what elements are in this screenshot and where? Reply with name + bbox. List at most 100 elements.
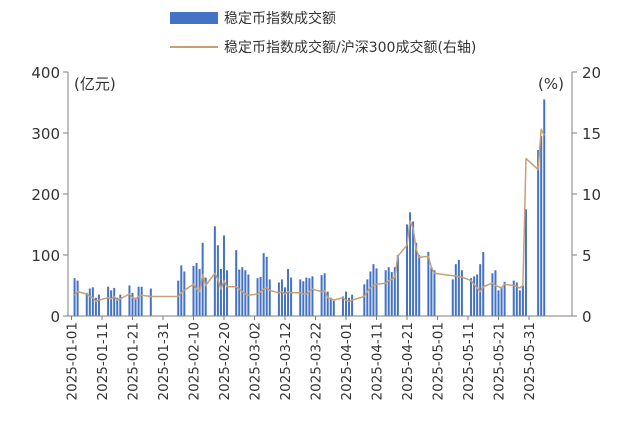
legend: 稳定币指数成交额 稳定币指数成交额/沪深300成交额(右轴) <box>170 10 476 56</box>
bar <box>213 226 216 316</box>
bar <box>503 281 506 316</box>
bar <box>415 242 418 316</box>
bar <box>268 279 271 316</box>
bar <box>482 251 485 316</box>
bar <box>521 285 524 316</box>
x-tick-label: 2025-04-01 <box>339 322 355 400</box>
x-tick-label: 2025-04-21 <box>400 322 416 400</box>
bar <box>430 267 433 316</box>
bar <box>384 270 387 316</box>
bar <box>134 297 137 316</box>
x-tick-label: 2025-04-11 <box>370 322 386 400</box>
right-tick-label: 0 <box>582 308 592 326</box>
bar <box>500 286 503 316</box>
left-tick-label: 200 <box>31 186 60 204</box>
bar <box>369 271 372 316</box>
x-tick-label: 2025-03-22 <box>309 322 325 400</box>
bar <box>460 270 463 316</box>
legend-line-label: 稳定币指数成交额/沪深300成交额(右轴) <box>224 39 476 56</box>
bar <box>348 297 351 316</box>
bar <box>302 281 305 316</box>
bar <box>326 291 329 316</box>
bar <box>451 279 454 316</box>
bar <box>366 279 369 316</box>
bar <box>433 270 436 316</box>
bar <box>308 278 311 316</box>
bar <box>363 284 366 316</box>
x-tick-label: 2025-02-10 <box>187 322 203 400</box>
bar <box>332 300 335 316</box>
bar <box>323 273 326 316</box>
bar <box>284 287 286 316</box>
bar <box>235 250 238 316</box>
left-axis-ticks: 0 100 200 300 400 <box>31 64 68 326</box>
bar <box>454 264 457 316</box>
bar <box>311 276 314 316</box>
bar <box>116 297 119 316</box>
bar <box>290 277 293 316</box>
bar <box>140 286 143 316</box>
bar <box>265 256 268 316</box>
bar <box>149 288 152 316</box>
x-tick-label: 2025-03-02 <box>248 322 264 400</box>
bar <box>119 294 122 316</box>
bar <box>223 235 225 316</box>
bar <box>537 150 540 316</box>
bar <box>524 209 527 316</box>
bar <box>262 253 265 316</box>
bar <box>73 278 76 316</box>
bar <box>201 242 204 316</box>
bar <box>128 285 131 316</box>
x-tick-label: 2025-05-31 <box>522 322 538 400</box>
bar <box>543 99 546 316</box>
bar <box>259 276 262 316</box>
bar <box>427 251 430 316</box>
bar <box>341 296 344 316</box>
bar <box>85 292 88 316</box>
bar <box>540 136 543 316</box>
x-tick-label: 2025-01-21 <box>126 322 142 400</box>
bar <box>457 259 460 316</box>
bar <box>372 264 375 316</box>
bar <box>280 279 283 316</box>
x-tick-label: 2025-01-31 <box>156 322 172 400</box>
bar <box>497 290 500 316</box>
x-tick-label: 2025-01-11 <box>95 322 111 400</box>
bar <box>305 277 308 316</box>
bar <box>183 271 186 316</box>
bar <box>473 276 476 316</box>
bar <box>238 269 241 316</box>
bar <box>177 280 180 316</box>
x-tick-label: 2025-01-01 <box>65 322 81 400</box>
bar <box>393 267 396 316</box>
bar <box>409 212 412 316</box>
x-tick-label: 2025-05-11 <box>461 322 477 400</box>
right-axis-unit-label: (%) <box>538 75 564 93</box>
bar <box>107 286 110 316</box>
bar <box>375 268 378 316</box>
x-tick-label: 2025-05-21 <box>492 322 508 400</box>
bar <box>518 290 521 316</box>
bar <box>88 288 91 316</box>
bar <box>97 294 100 316</box>
right-tick-label: 10 <box>582 186 601 204</box>
left-tick-label: 400 <box>31 64 60 82</box>
bar <box>94 297 97 316</box>
bar <box>351 294 354 316</box>
bar <box>512 280 515 316</box>
right-tick-label: 20 <box>582 64 601 82</box>
legend-bar-label: 稳定币指数成交额 <box>224 10 336 27</box>
bar <box>494 270 497 316</box>
right-tick-label: 15 <box>582 125 601 143</box>
bar <box>198 269 201 316</box>
x-tick-label: 2025-03-12 <box>278 322 294 400</box>
left-tick-label: 300 <box>31 125 60 143</box>
bar <box>277 282 280 316</box>
left-axis-unit-label: (亿元) <box>74 75 116 93</box>
bar <box>320 275 323 316</box>
bar <box>390 272 393 316</box>
bar <box>131 292 134 316</box>
bar <box>479 264 482 316</box>
left-tick-label: 0 <box>50 308 60 326</box>
